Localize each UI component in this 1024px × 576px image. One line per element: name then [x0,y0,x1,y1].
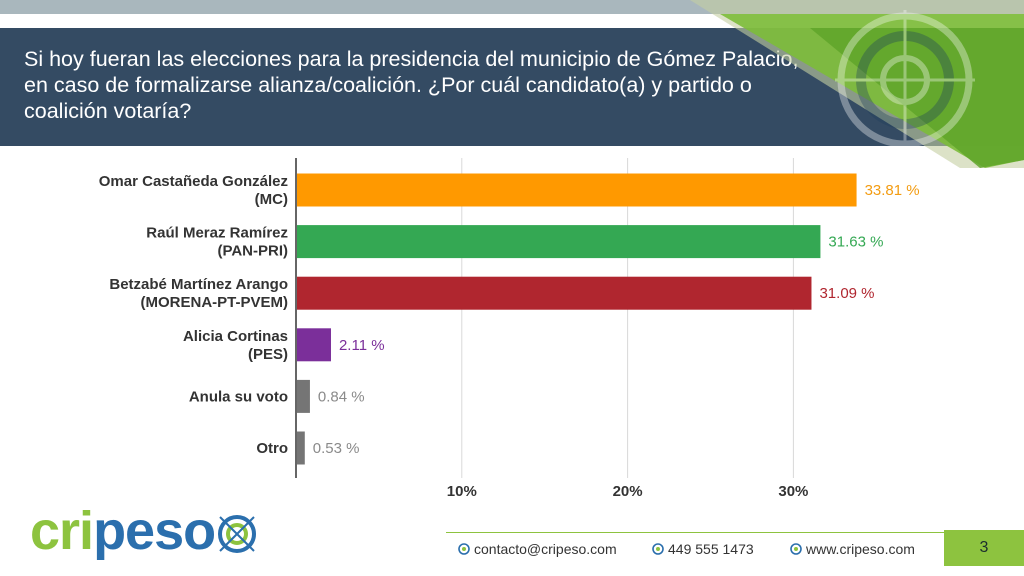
category-label: Anula su voto [189,388,288,405]
category-label: (PAN-PRI) [217,243,288,260]
bar [297,379,310,413]
x-tick-label: 10% [447,483,477,500]
email-contact[interactable]: contacto@cripeso.com [458,541,617,557]
page-number-box [944,530,1024,566]
slide-title: Si hoy fueran las elecciones para la pre… [24,47,799,123]
logo-target-icon [218,515,257,553]
page-number: 3 [979,539,989,556]
email-text: contacto@cripeso.com [474,541,617,557]
corner-decoration [690,0,1024,168]
bar [297,276,812,310]
bar [297,431,305,465]
value-label: 31.09 % [819,285,874,302]
phone-contact[interactable]: 449 555 1473 [652,541,754,557]
website-text: www.cripeso.com [806,541,915,557]
category-label: Raúl Meraz Ramírez [146,225,288,242]
footer-divider [446,532,944,533]
value-label: 2.11 % [339,337,385,354]
category-label: (MORENA-PT-PVEM) [141,294,289,311]
category-label: (MC) [255,191,288,208]
bar-chart: Omar Castañeda González(MC) 33.81 % Raúl M… [99,158,920,500]
value-label: 31.63 % [828,234,883,251]
x-tick-label: 20% [613,483,643,500]
target-icon [458,543,470,555]
bar [297,225,821,259]
bar [297,328,331,362]
target-icon [790,543,802,555]
target-watermark-icon [835,10,975,150]
phone-text: 449 555 1473 [668,541,754,557]
category-label: Omar Castañeda González [99,173,288,190]
value-label: 0.53 % [313,440,360,457]
target-icon [652,543,664,555]
value-label: 33.81 % [865,182,920,199]
logo-wordmark: cripeso [30,501,216,561]
bar [297,173,857,207]
category-label: Otro [256,440,288,457]
category-label: (PES) [248,346,288,363]
value-label: 0.84 % [318,388,365,405]
cripeso-logo: cripeso [30,504,257,558]
category-label: Betzabé Martínez Arango [109,276,288,293]
x-tick-label: 30% [778,483,808,500]
category-label: Alicia Cortinas [183,328,288,345]
website-contact[interactable]: www.cripeso.com [790,541,915,557]
